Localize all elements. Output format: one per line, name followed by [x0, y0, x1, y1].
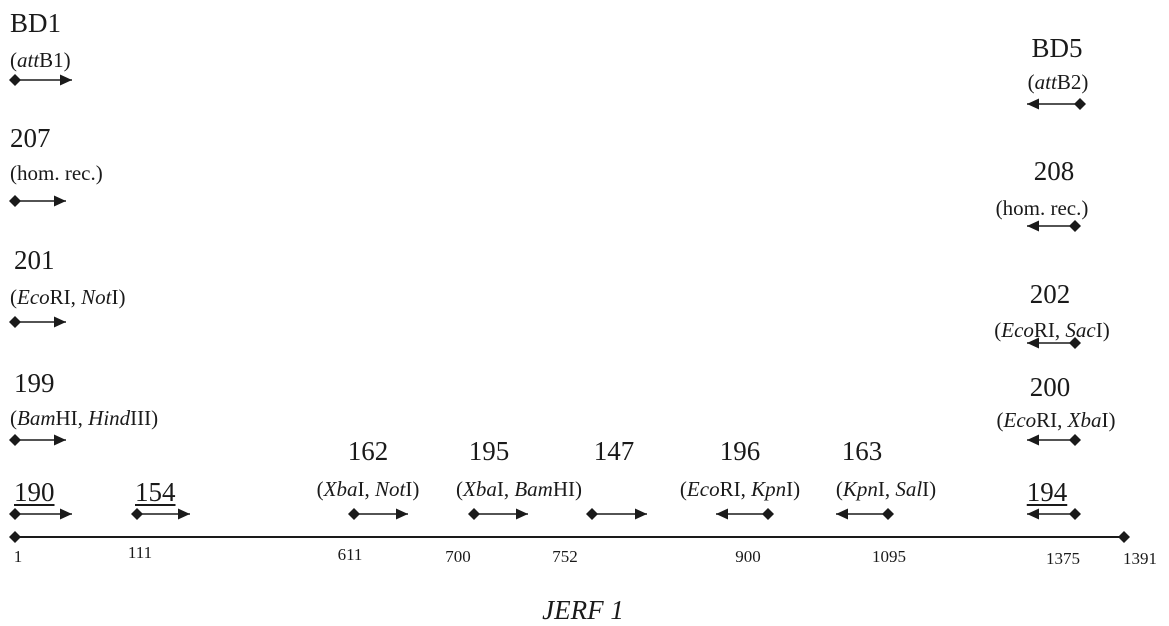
- gene-name: JERF 1: [542, 595, 624, 625]
- primer-196-arrowhead: [716, 508, 728, 520]
- primer-163-note: (KpnI, SalI): [835, 477, 937, 501]
- primer-200-note: (EcoRI, XbaI): [996, 408, 1116, 432]
- primer-201-note: (EcoRI, NotI): [10, 285, 126, 309]
- primer-154-name: 154: [135, 477, 176, 507]
- position-label: 900: [735, 547, 761, 566]
- primer-202-name: 202: [1029, 279, 1071, 309]
- primer-200-arrowhead: [1027, 434, 1039, 446]
- primer-162-note: (XbaI, NotI): [316, 477, 420, 501]
- primer-201-name: 201: [14, 245, 55, 275]
- primer-bd5-name: BD5: [1031, 33, 1083, 63]
- primer-199-arrowhead: [54, 434, 66, 446]
- primer-190-name: 190: [14, 477, 55, 507]
- primer-163-name: 163: [841, 436, 883, 466]
- primer-194-name: 194: [1026, 477, 1068, 507]
- primer-208-start-diamond: [1069, 220, 1081, 232]
- primer-163-arrowhead: [836, 508, 848, 520]
- primer-201-arrowhead: [54, 316, 66, 328]
- primer-195-name: 195: [468, 436, 510, 466]
- primer-162-name: 162: [347, 436, 389, 466]
- position-label: 611: [337, 545, 363, 564]
- gene-start-diamond: [9, 531, 21, 543]
- primer-bd5-note: (attB2): [1027, 70, 1089, 94]
- primer-207-name: 207: [10, 123, 51, 153]
- primer-162-arrowhead: [396, 508, 408, 520]
- position-label: 1095: [872, 547, 906, 566]
- primer-190-arrowhead: [60, 508, 72, 520]
- primer-196-note: (EcoRI, KpnI): [679, 477, 801, 501]
- primer-163-start-diamond: [882, 508, 894, 520]
- position-label: 111: [127, 543, 153, 562]
- position-label: 1375: [1046, 549, 1080, 568]
- primer-194-arrowhead: [1027, 508, 1039, 520]
- primer-201-start-diamond: [9, 316, 21, 328]
- primer-208-arrowhead: [1027, 220, 1039, 232]
- primer-207-arrowhead: [54, 195, 66, 207]
- primer-154-arrowhead: [178, 508, 190, 520]
- primer-154-start-diamond: [131, 508, 143, 520]
- primer-147-start-diamond: [586, 508, 598, 520]
- primer-200-name: 200: [1029, 372, 1071, 402]
- gene-end-diamond: [1118, 531, 1130, 543]
- primer-207-start-diamond: [9, 195, 21, 207]
- position-label: 1: [13, 547, 23, 566]
- primer-147-name: 147: [593, 436, 635, 466]
- primer-202-start-diamond: [1069, 337, 1081, 349]
- primer-199-name: 199: [14, 368, 55, 398]
- primer-202-arrowhead: [1027, 337, 1039, 349]
- primer-208-note: (hom. rec.): [995, 196, 1089, 220]
- primer-199-start-diamond: [9, 434, 21, 446]
- primer-bd1-arrowhead: [60, 74, 72, 86]
- primer-bd5-arrowhead: [1027, 98, 1039, 110]
- primer-196-start-diamond: [762, 508, 774, 520]
- position-label: 700: [445, 547, 471, 566]
- primer-207-note: (hom. rec.): [10, 161, 103, 185]
- primer-200-start-diamond: [1069, 434, 1081, 446]
- primer-196-name: 196: [719, 436, 761, 466]
- position-label: 1391: [1123, 549, 1157, 568]
- primer-195-arrowhead: [516, 508, 528, 520]
- primer-bd5-start-diamond: [1074, 98, 1086, 110]
- primer-208-name: 208: [1033, 156, 1075, 186]
- primer-bd1-note: (attB1): [10, 48, 71, 72]
- primer-195-start-diamond: [468, 508, 480, 520]
- primer-147-arrowhead: [635, 508, 647, 520]
- primer-194-start-diamond: [1069, 508, 1081, 520]
- primer-bd1-start-diamond: [9, 74, 21, 86]
- primer-bd1-name: BD1: [10, 8, 62, 38]
- position-label: 752: [552, 547, 578, 566]
- primer-202-note: (EcoRI, SacI): [994, 318, 1110, 342]
- primer-190-start-diamond: [9, 508, 21, 520]
- primer-195-note: (XbaI, BamHI): [456, 477, 582, 501]
- primer-162-start-diamond: [348, 508, 360, 520]
- primer-199-note: (BamHI, HindIII): [10, 406, 159, 430]
